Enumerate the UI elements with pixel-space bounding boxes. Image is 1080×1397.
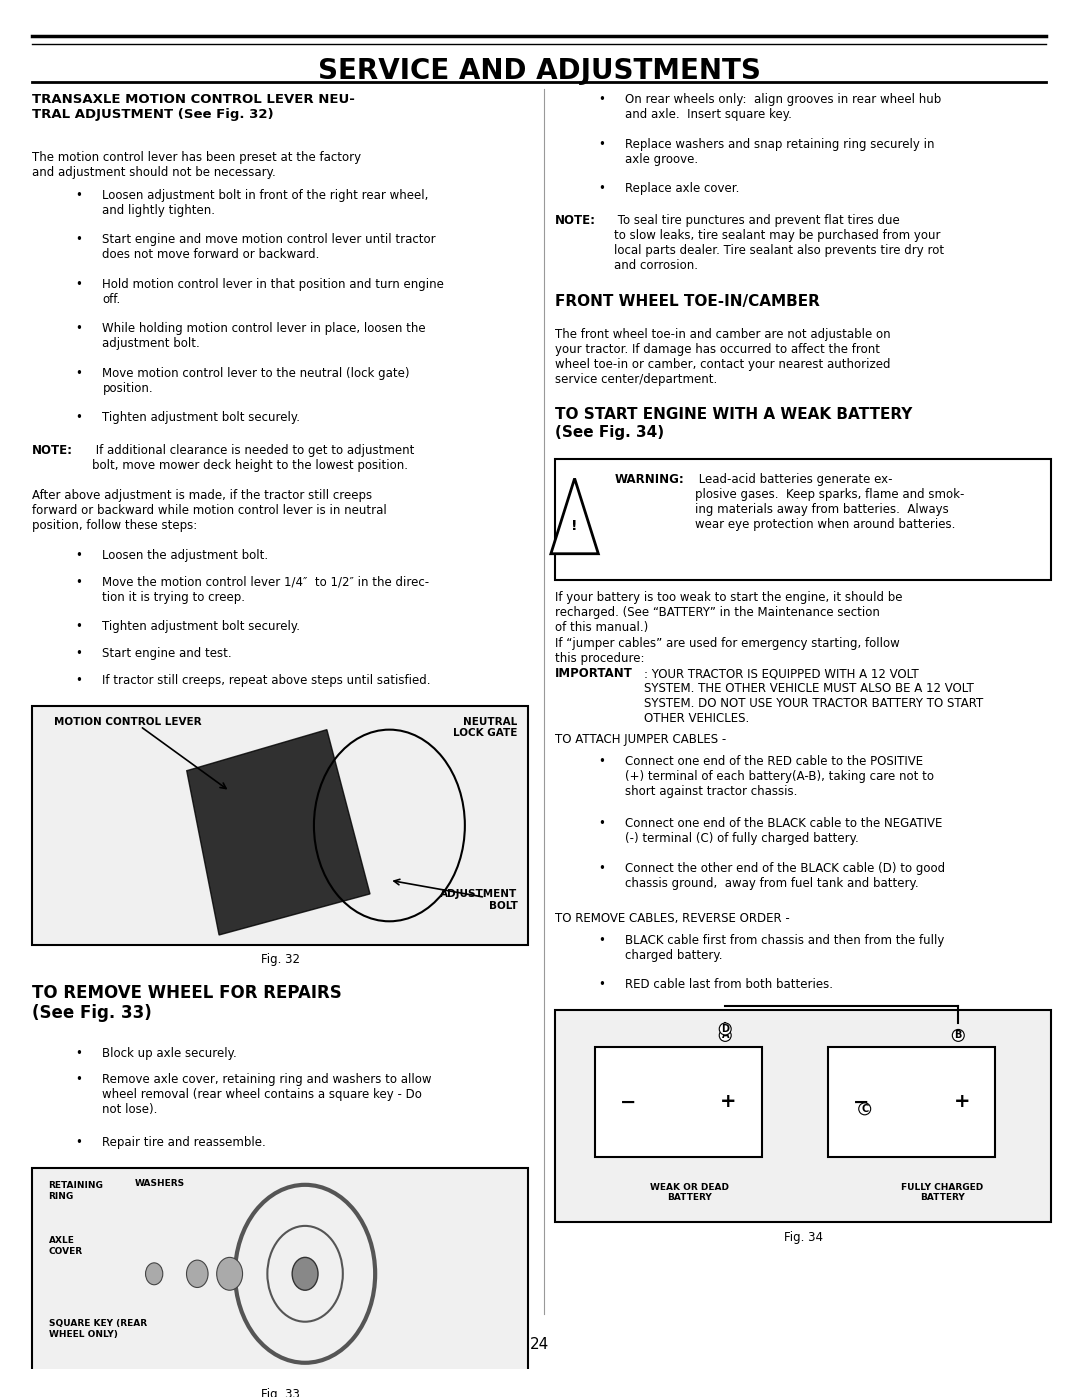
Text: Hold motion control lever in that position and turn engine
off.: Hold motion control lever in that positi… xyxy=(103,278,444,306)
Text: TO REMOVE CABLES, REVERSE ORDER -: TO REMOVE CABLES, REVERSE ORDER - xyxy=(555,912,789,925)
Text: −: − xyxy=(620,1092,636,1112)
Text: TRANSAXLE MOTION CONTROL LEVER NEU-
TRAL ADJUSTMENT (See Fig. 32): TRANSAXLE MOTION CONTROL LEVER NEU- TRAL… xyxy=(32,94,355,122)
Text: •: • xyxy=(76,411,82,425)
Text: −: − xyxy=(853,1092,869,1112)
Text: !: ! xyxy=(571,520,578,534)
Text: +: + xyxy=(720,1092,737,1112)
Text: •: • xyxy=(76,189,82,203)
Text: Remove axle cover, retaining ring and washers to allow
wheel removal (rear wheel: Remove axle cover, retaining ring and wa… xyxy=(103,1073,432,1116)
Text: Start engine and move motion control lever until tractor
does not move forward o: Start engine and move motion control lev… xyxy=(103,233,436,261)
Polygon shape xyxy=(187,729,370,935)
Text: Tighten adjustment bolt securely.: Tighten adjustment bolt securely. xyxy=(103,620,300,633)
Text: A: A xyxy=(721,1031,729,1041)
Text: NEUTRAL
LOCK GATE: NEUTRAL LOCK GATE xyxy=(454,717,517,738)
Text: Fig. 33: Fig. 33 xyxy=(261,1389,300,1397)
Text: Fig. 32: Fig. 32 xyxy=(260,954,300,967)
Text: RETAINING
RING: RETAINING RING xyxy=(49,1182,104,1201)
Text: Connect the other end of the BLACK cable (D) to good
chassis ground,  away from : Connect the other end of the BLACK cable… xyxy=(625,862,945,890)
Text: •: • xyxy=(598,817,605,830)
FancyBboxPatch shape xyxy=(555,1010,1051,1222)
Text: FRONT WHEEL TOE-IN/CAMBER: FRONT WHEEL TOE-IN/CAMBER xyxy=(555,293,820,309)
Text: 24: 24 xyxy=(529,1337,549,1352)
Text: : YOUR TRACTOR IS EQUIPPED WITH A 12 VOLT
SYSTEM. THE OTHER VEHICLE MUST ALSO BE: : YOUR TRACTOR IS EQUIPPED WITH A 12 VOL… xyxy=(644,668,983,725)
Text: •: • xyxy=(598,754,605,768)
Text: FULLY CHARGED
BATTERY: FULLY CHARGED BATTERY xyxy=(901,1182,983,1201)
Text: •: • xyxy=(76,233,82,246)
Polygon shape xyxy=(551,478,598,553)
Text: Connect one end of the RED cable to the POSITIVE
(+) terminal of each battery(A-: Connect one end of the RED cable to the … xyxy=(625,754,934,798)
Text: RED cable last from both batteries.: RED cable last from both batteries. xyxy=(625,978,834,990)
Text: •: • xyxy=(76,323,82,335)
Text: •: • xyxy=(76,278,82,291)
Text: TO START ENGINE WITH A WEAK BATTERY
(See Fig. 34): TO START ENGINE WITH A WEAK BATTERY (See… xyxy=(555,408,913,440)
Text: If your battery is too weak to start the engine, it should be
recharged. (See “B: If your battery is too weak to start the… xyxy=(555,591,903,634)
Text: +: + xyxy=(954,1092,970,1112)
Text: •: • xyxy=(598,137,605,151)
Text: •: • xyxy=(76,576,82,588)
Text: BLACK cable first from chassis and then from the fully
charged battery.: BLACK cable first from chassis and then … xyxy=(625,933,945,961)
Text: WARNING:: WARNING: xyxy=(615,474,685,486)
Bar xyxy=(828,1048,995,1157)
Text: Block up axle securely.: Block up axle securely. xyxy=(103,1046,238,1059)
Text: Repair tire and reassemble.: Repair tire and reassemble. xyxy=(103,1136,266,1148)
Text: NOTE:: NOTE: xyxy=(32,443,73,457)
Text: •: • xyxy=(76,549,82,562)
Text: MOTION CONTROL LEVER: MOTION CONTROL LEVER xyxy=(54,717,202,726)
Text: •: • xyxy=(598,933,605,947)
Text: IMPORTANT: IMPORTANT xyxy=(555,668,633,680)
Text: Start engine and test.: Start engine and test. xyxy=(103,647,232,659)
Text: D: D xyxy=(721,1024,729,1034)
Text: Replace washers and snap retaining ring securely in
axle groove.: Replace washers and snap retaining ring … xyxy=(625,137,935,166)
Text: •: • xyxy=(76,620,82,633)
Text: The motion control lever has been preset at the factory
and adjustment should no: The motion control lever has been preset… xyxy=(32,151,362,179)
Text: NOTE:: NOTE: xyxy=(555,214,596,228)
Text: Lead-acid batteries generate ex-
plosive gases.  Keep sparks, flame and smok-
in: Lead-acid batteries generate ex- plosive… xyxy=(696,474,964,531)
Text: •: • xyxy=(598,862,605,875)
Text: Tighten adjustment bolt securely.: Tighten adjustment bolt securely. xyxy=(103,411,300,425)
Text: •: • xyxy=(76,1073,82,1087)
Text: If additional clearance is needed to get to adjustment
bolt, move mower deck hei: If additional clearance is needed to get… xyxy=(92,443,414,472)
Text: SERVICE AND ADJUSTMENTS: SERVICE AND ADJUSTMENTS xyxy=(318,57,760,85)
Text: Loosen adjustment bolt in front of the right rear wheel,
and lightly tighten.: Loosen adjustment bolt in front of the r… xyxy=(103,189,429,217)
Text: •: • xyxy=(598,182,605,196)
Circle shape xyxy=(293,1257,318,1291)
Text: •: • xyxy=(76,367,82,380)
Circle shape xyxy=(187,1260,208,1288)
Bar xyxy=(595,1048,762,1157)
Text: Connect one end of the BLACK cable to the NEGATIVE
(-) terminal (C) of fully cha: Connect one end of the BLACK cable to th… xyxy=(625,817,943,845)
Text: Replace axle cover.: Replace axle cover. xyxy=(625,182,740,196)
Text: AXLE
COVER: AXLE COVER xyxy=(49,1236,83,1256)
Text: Fig. 34: Fig. 34 xyxy=(784,1231,823,1243)
Text: Loosen the adjustment bolt.: Loosen the adjustment bolt. xyxy=(103,549,269,562)
Text: WEAK OR DEAD
BATTERY: WEAK OR DEAD BATTERY xyxy=(649,1182,729,1201)
FancyBboxPatch shape xyxy=(32,705,528,946)
Text: •: • xyxy=(598,94,605,106)
Text: WASHERS: WASHERS xyxy=(135,1179,185,1187)
Text: While holding motion control lever in place, loosen the
adjustment bolt.: While holding motion control lever in pl… xyxy=(103,323,426,351)
Circle shape xyxy=(146,1263,163,1285)
Text: If tractor still creeps, repeat above steps until satisfied.: If tractor still creeps, repeat above st… xyxy=(103,673,431,686)
Text: C: C xyxy=(861,1104,868,1113)
Text: •: • xyxy=(76,647,82,659)
Text: If “jumper cables” are used for emergency starting, follow
this procedure:: If “jumper cables” are used for emergenc… xyxy=(555,637,900,665)
Text: Move the motion control lever 1/4″  to 1/2″ in the direc-
tion it is trying to c: Move the motion control lever 1/4″ to 1/… xyxy=(103,576,430,604)
Circle shape xyxy=(217,1257,243,1291)
Text: •: • xyxy=(598,978,605,990)
Text: To seal tire punctures and prevent flat tires due
to slow leaks, tire sealant ma: To seal tire punctures and prevent flat … xyxy=(615,214,945,272)
Text: SQUARE KEY (REAR
WHEEL ONLY): SQUARE KEY (REAR WHEEL ONLY) xyxy=(49,1319,147,1338)
Text: After above adjustment is made, if the tractor still creeps
forward or backward : After above adjustment is made, if the t… xyxy=(32,489,387,532)
Text: The front wheel toe-in and camber are not adjustable on
your tractor. If damage : The front wheel toe-in and camber are no… xyxy=(555,328,891,386)
Text: ADJUSTMENT
BOLT: ADJUSTMENT BOLT xyxy=(441,890,517,911)
Text: •: • xyxy=(76,673,82,686)
FancyBboxPatch shape xyxy=(555,460,1051,580)
Text: •: • xyxy=(76,1136,82,1148)
Text: •: • xyxy=(76,1046,82,1059)
Text: Move motion control lever to the neutral (lock gate)
position.: Move motion control lever to the neutral… xyxy=(103,367,410,395)
FancyBboxPatch shape xyxy=(32,1168,528,1380)
Text: TO ATTACH JUMPER CABLES -: TO ATTACH JUMPER CABLES - xyxy=(555,733,727,746)
Text: TO REMOVE WHEEL FOR REPAIRS
(See Fig. 33): TO REMOVE WHEEL FOR REPAIRS (See Fig. 33… xyxy=(32,983,342,1023)
Text: B: B xyxy=(955,1031,962,1041)
Text: On rear wheels only:  align grooves in rear wheel hub
and axle.  Insert square k: On rear wheels only: align grooves in re… xyxy=(625,94,942,122)
